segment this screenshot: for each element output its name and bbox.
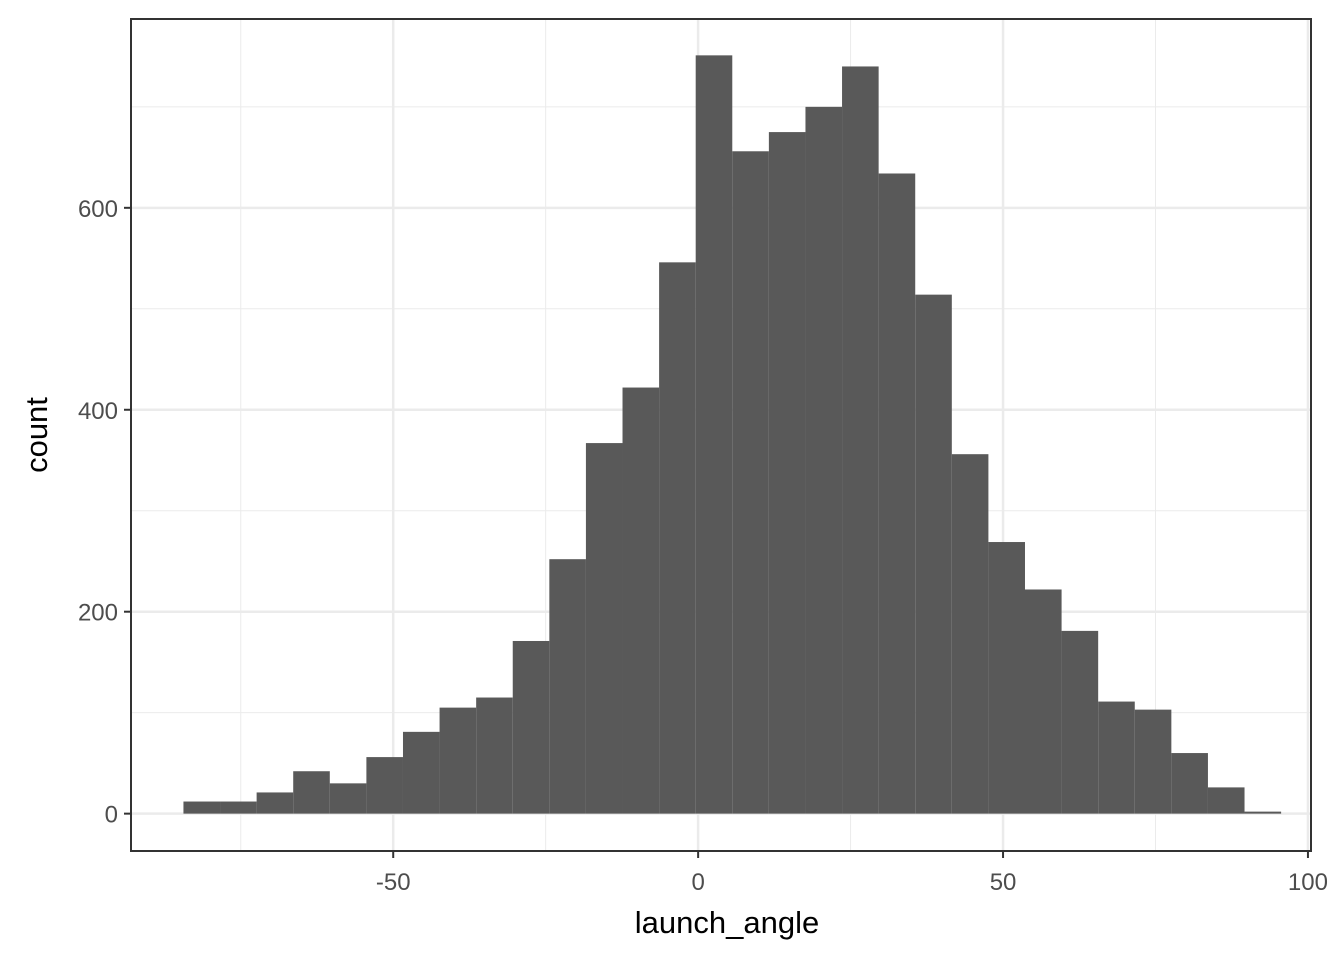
histogram-bar: [732, 151, 769, 814]
histogram-bar: [805, 106, 843, 814]
histogram-bar: [1171, 753, 1208, 814]
histogram-bar: [842, 66, 879, 814]
x-tick-label: -50: [376, 869, 411, 896]
histogram-bar: [1024, 589, 1062, 814]
histogram-bar: [329, 783, 367, 814]
y-tick-label: 0: [105, 802, 118, 829]
histogram-bar: [951, 454, 989, 814]
plot-panel-border: [130, 18, 1312, 852]
x-tick-label: 50: [990, 869, 1017, 896]
x-axis-title: launch_angle: [635, 905, 819, 940]
histogram-bar: [476, 697, 513, 814]
histogram-bar: [659, 262, 696, 814]
y-tick-label: 400: [78, 398, 118, 425]
histogram-bar: [695, 55, 733, 814]
x-axis: -50 0 50 100: [376, 851, 1328, 896]
histogram-bar: [439, 707, 477, 814]
histogram-bar: [1134, 709, 1172, 814]
histogram-bar: [402, 731, 440, 814]
histogram-bars: [183, 55, 1282, 814]
histogram-bar: [878, 173, 916, 814]
histogram-bar: [1061, 630, 1099, 814]
y-tick-label: 600: [78, 196, 118, 223]
histogram-bar: [988, 542, 1025, 814]
histogram-bar: [1244, 811, 1282, 814]
x-tick-label: 100: [1288, 869, 1328, 896]
histogram-bar: [256, 792, 294, 814]
histogram-bar: [585, 443, 623, 814]
y-tick-label: 200: [78, 600, 118, 627]
histogram-bar: [220, 801, 257, 814]
histogram-bar: [183, 801, 221, 814]
histogram-bar: [1098, 701, 1135, 814]
x-tick-label: 0: [691, 869, 704, 896]
histogram-bar: [549, 559, 586, 814]
y-axis: 0 200 400 600: [78, 196, 131, 829]
histogram-bar: [768, 132, 806, 814]
histogram-bar: [1207, 787, 1245, 814]
histogram-bar: [366, 757, 403, 814]
histogram-bar: [293, 771, 330, 814]
histogram-bar: [512, 640, 550, 814]
histogram-bar: [915, 294, 952, 814]
histogram-bar: [622, 387, 660, 814]
y-axis-title: count: [19, 397, 54, 473]
